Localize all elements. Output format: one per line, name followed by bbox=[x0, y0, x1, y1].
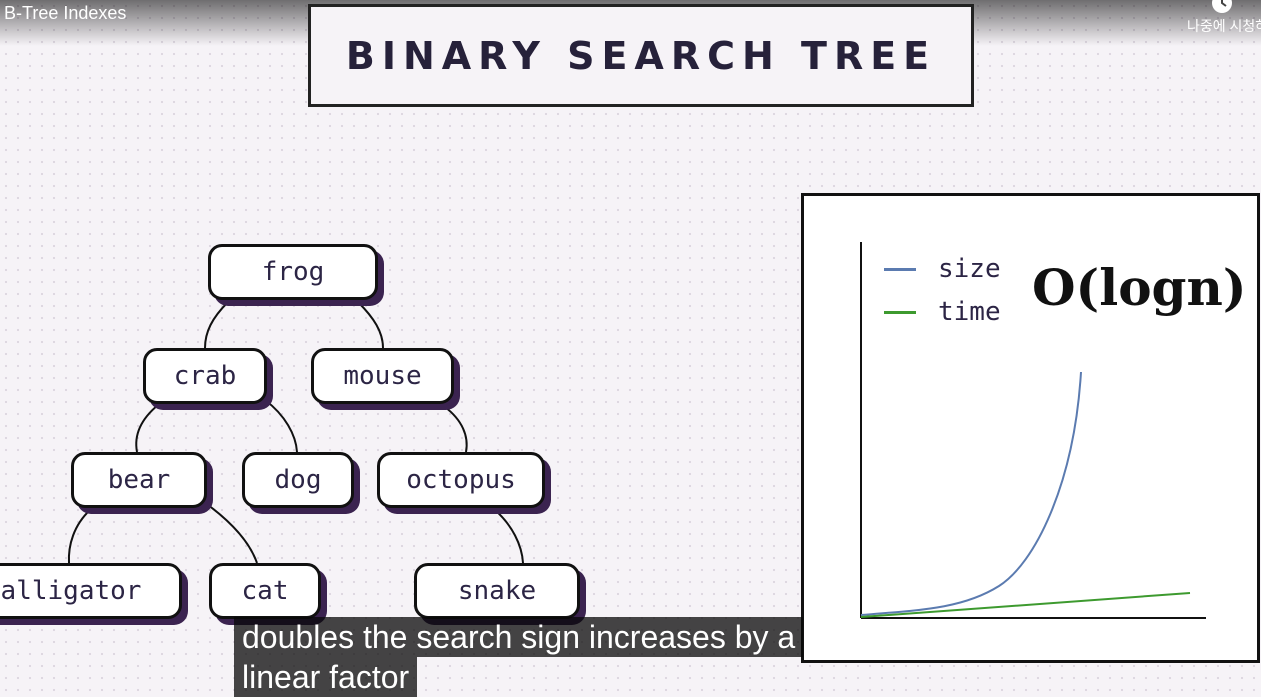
series-size-line bbox=[860, 371, 1082, 616]
edge-crab-bear bbox=[135, 404, 159, 453]
legend-item-time: time bbox=[884, 297, 1001, 327]
video-title[interactable]: B-Tree Indexes bbox=[4, 3, 127, 23]
complexity-label: O(logn) bbox=[1032, 258, 1247, 317]
slide-heading-box: BINARY SEARCH TREE bbox=[308, 4, 974, 107]
tree-node-alligator: alligator bbox=[0, 563, 182, 619]
legend-item-size: size bbox=[884, 254, 1001, 284]
tree-node-bear: bear bbox=[71, 452, 207, 508]
caption-line-1: doubles the search sign increases by a bbox=[234, 617, 804, 657]
watch-later-label: 나중에 시청하기 bbox=[1187, 18, 1261, 34]
edge-frog-mouse bbox=[357, 301, 384, 349]
tree-node-crab: crab bbox=[143, 348, 267, 404]
legend-swatch-time bbox=[884, 310, 916, 314]
edge-octopus-snake bbox=[494, 509, 524, 564]
series-time-line bbox=[860, 592, 1191, 618]
watch-later-button[interactable]: 나중에 시청하기 bbox=[1187, 0, 1261, 36]
tree-node-mouse: mouse bbox=[311, 348, 454, 404]
tree-edges bbox=[67, 301, 524, 564]
tree-node-snake: snake bbox=[414, 563, 580, 619]
legend-swatch-size bbox=[884, 267, 916, 271]
slide-heading: BINARY SEARCH TREE bbox=[345, 33, 937, 78]
edge-bear-alligator bbox=[67, 509, 91, 564]
edge-mouse-octopus bbox=[444, 406, 468, 453]
clock-icon bbox=[1212, 0, 1232, 13]
tree-node-cat: cat bbox=[209, 563, 321, 619]
edge-frog-crab bbox=[204, 301, 229, 349]
legend-label-size: size bbox=[938, 254, 1001, 284]
caption-line-2: linear factor bbox=[234, 657, 418, 697]
tree-node-frog: frog bbox=[208, 244, 378, 300]
edge-bear-cat bbox=[203, 501, 258, 564]
tree-node-octopus: octopus bbox=[377, 452, 545, 508]
complexity-graph: size time O(logn) bbox=[801, 193, 1260, 663]
subtitle-caption: doubles the search sign increases by a l… bbox=[234, 617, 856, 697]
tree-node-dog: dog bbox=[242, 452, 354, 508]
edge-crab-dog bbox=[264, 399, 298, 453]
legend-label-time: time bbox=[938, 297, 1001, 327]
plot-area bbox=[860, 242, 1206, 619]
